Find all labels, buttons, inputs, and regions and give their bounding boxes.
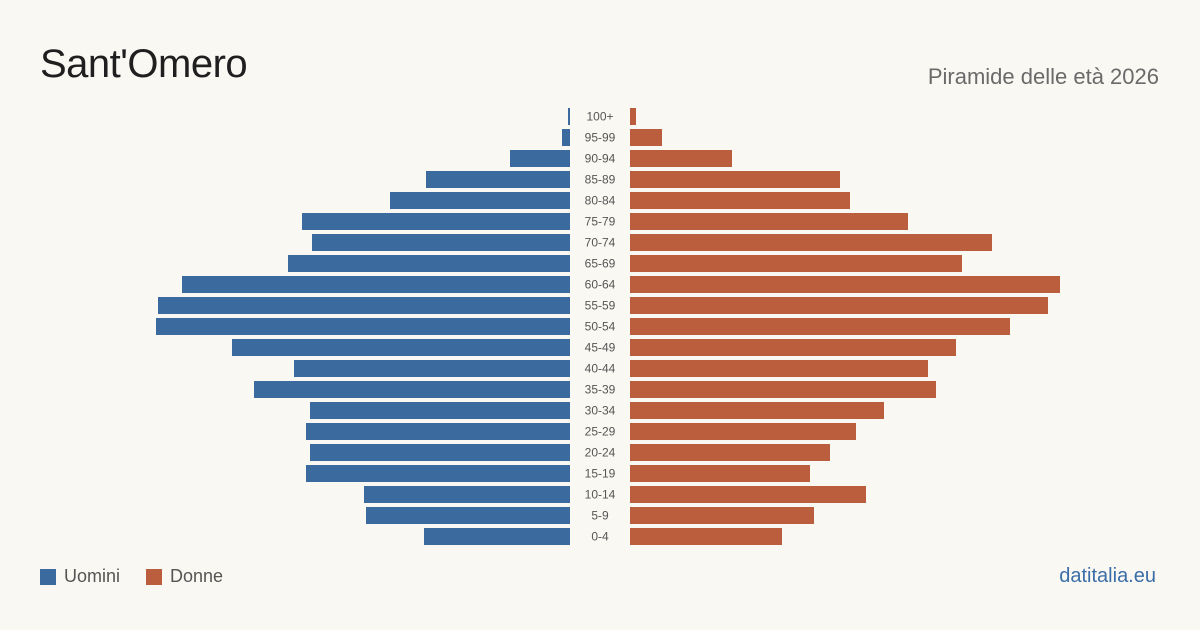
bar-men-60-64	[182, 276, 570, 293]
bar-men-5-9	[366, 507, 570, 524]
bar-women-85-89	[630, 171, 840, 188]
bar-men-20-24	[310, 444, 570, 461]
age-label-45-49: 45-49	[585, 341, 616, 355]
page-title: Sant'Omero	[40, 42, 248, 86]
age-label-15-19: 15-19	[585, 467, 616, 481]
bar-men-40-44	[294, 360, 570, 377]
bar-women-90-94	[630, 150, 732, 167]
age-label-55-59: 55-59	[585, 299, 616, 313]
men-color-swatch	[40, 568, 56, 585]
age-label-25-29: 25-29	[585, 425, 616, 439]
age-label-10-14: 10-14	[585, 488, 616, 502]
age-label-0-4: 0-4	[591, 530, 609, 544]
bar-women-65-69	[630, 255, 962, 272]
bar-women-15-19	[630, 465, 810, 482]
chart-subtitle: Piramide delle età 2026	[927, 64, 1159, 89]
bar-men-75-79	[302, 213, 570, 230]
legend-label-men: Uomini	[64, 566, 121, 586]
age-label-75-79: 75-79	[585, 215, 616, 229]
bar-men-100+	[568, 108, 570, 125]
legend-item-men: Uomini	[40, 566, 120, 587]
bar-men-50-54	[156, 318, 570, 335]
bar-men-45-49	[232, 339, 570, 356]
bar-men-0-4	[424, 528, 570, 545]
age-label-100+: 100+	[586, 110, 613, 124]
bar-men-10-14	[364, 486, 570, 503]
age-label-85-89: 85-89	[585, 173, 616, 187]
bar-women-70-74	[630, 234, 992, 251]
age-label-40-44: 40-44	[585, 362, 616, 376]
age-label-60-64: 60-64	[585, 278, 616, 292]
legend-label-women: Donne	[170, 566, 224, 586]
bar-men-55-59	[158, 297, 570, 314]
legend-item-women: Donne	[146, 566, 223, 587]
bar-women-95-99	[630, 129, 662, 146]
age-label-65-69: 65-69	[585, 257, 616, 271]
bar-women-55-59	[630, 297, 1048, 314]
age-label-20-24: 20-24	[585, 446, 616, 460]
bar-men-90-94	[510, 150, 570, 167]
age-label-30-34: 30-34	[585, 404, 616, 418]
source-link[interactable]: datitalia.eu	[1059, 565, 1156, 587]
bar-women-50-54	[630, 318, 1010, 335]
age-label-5-9: 5-9	[591, 509, 609, 523]
bar-women-30-34	[630, 402, 884, 419]
bar-women-0-4	[630, 528, 782, 545]
bar-women-25-29	[630, 423, 856, 440]
bar-women-20-24	[630, 444, 830, 461]
bar-women-45-49	[630, 339, 956, 356]
age-label-95-99: 95-99	[585, 131, 616, 145]
bar-women-35-39	[630, 381, 936, 398]
legend: Uomini Donne	[40, 566, 249, 587]
bar-men-25-29	[306, 423, 570, 440]
women-color-swatch	[146, 568, 163, 585]
age-label-70-74: 70-74	[585, 236, 616, 250]
bar-men-85-89	[426, 171, 570, 188]
bar-women-100+	[630, 108, 636, 125]
bar-women-80-84	[630, 192, 850, 209]
bar-men-35-39	[254, 381, 570, 398]
bar-men-65-69	[288, 255, 570, 272]
bar-women-10-14	[630, 486, 866, 503]
bar-women-60-64	[630, 276, 1060, 293]
bar-women-75-79	[630, 213, 908, 230]
age-label-90-94: 90-94	[585, 152, 616, 166]
age-label-50-54: 50-54	[585, 320, 616, 334]
age-label-35-39: 35-39	[585, 383, 616, 397]
bar-men-70-74	[312, 234, 570, 251]
age-label-80-84: 80-84	[585, 194, 616, 208]
bar-men-30-34	[310, 402, 570, 419]
bar-men-80-84	[390, 192, 570, 209]
bar-women-40-44	[630, 360, 928, 377]
bar-men-95-99	[562, 129, 570, 146]
bar-women-5-9	[630, 507, 814, 524]
bar-men-15-19	[306, 465, 570, 482]
